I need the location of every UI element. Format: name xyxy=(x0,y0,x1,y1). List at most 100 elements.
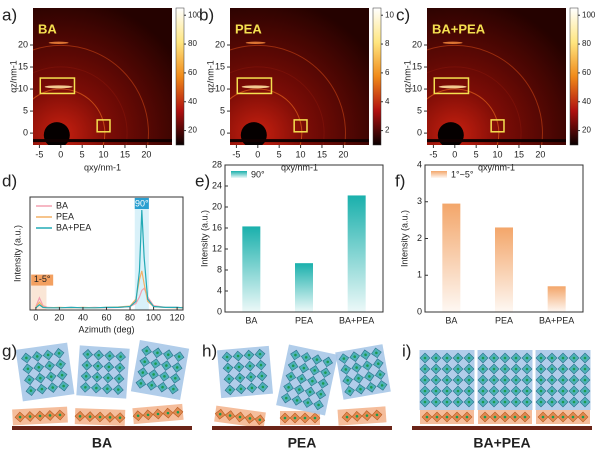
cation xyxy=(525,367,529,371)
cation xyxy=(293,416,297,420)
spacer-block xyxy=(279,411,321,425)
schematic-label: BA+PEA xyxy=(473,435,530,451)
cation xyxy=(456,400,460,404)
cation xyxy=(238,376,242,380)
cation xyxy=(59,362,62,366)
cation xyxy=(481,400,485,404)
image-title: PEA xyxy=(235,21,262,36)
cation xyxy=(583,378,587,382)
cation xyxy=(481,378,485,382)
cation xyxy=(359,387,362,391)
cation xyxy=(355,366,358,369)
cation xyxy=(49,375,53,378)
cation xyxy=(60,373,64,377)
y-tick-label: 0 xyxy=(417,127,422,137)
cation xyxy=(561,378,565,382)
x-tick-label: 0 xyxy=(452,149,457,159)
cation xyxy=(166,353,170,357)
cation xyxy=(227,377,231,381)
cation xyxy=(95,386,98,390)
cation xyxy=(313,369,316,372)
cation xyxy=(467,367,471,371)
cation xyxy=(434,356,438,360)
cation xyxy=(145,349,148,353)
cation xyxy=(513,415,517,419)
colorbar-tick-label: 6 xyxy=(385,68,390,77)
roi-box xyxy=(236,77,273,95)
x-axis-label: qxy/nm-1 xyxy=(84,162,121,172)
octahedral-block xyxy=(276,344,338,416)
panel-label: g) xyxy=(2,341,17,360)
cation xyxy=(583,389,587,393)
x-tick-label: PEA xyxy=(495,315,513,325)
cation xyxy=(550,356,554,360)
cation xyxy=(258,352,262,356)
cation xyxy=(18,415,22,419)
legend-swatch xyxy=(431,171,447,178)
cation xyxy=(166,411,170,415)
ring xyxy=(230,88,303,145)
x-tick-label: 5 xyxy=(474,149,479,159)
glow-3 xyxy=(31,279,47,310)
substrate xyxy=(12,426,192,430)
frame xyxy=(29,196,184,311)
block xyxy=(130,340,190,400)
cation xyxy=(303,416,307,420)
cation xyxy=(313,416,317,420)
image-title: BA+PEA xyxy=(432,21,486,36)
cation xyxy=(550,367,554,371)
panel-label: h) xyxy=(202,341,217,360)
y-axis-label: Intensity (a.u.) xyxy=(199,210,209,267)
cation xyxy=(368,375,371,378)
x-tick-label: 15 xyxy=(317,149,327,159)
cation xyxy=(583,367,587,371)
cation xyxy=(456,367,460,371)
cation xyxy=(152,373,155,376)
cation xyxy=(561,400,565,404)
y-tick-label: 20 xyxy=(412,39,422,49)
spot xyxy=(438,85,467,89)
cation xyxy=(344,368,348,371)
cation xyxy=(38,414,42,418)
y-tick-label: 2 xyxy=(417,233,422,243)
colorbar-tick-label: 10 xyxy=(385,10,394,19)
spacer-block xyxy=(214,405,266,429)
cation xyxy=(239,387,243,391)
cation xyxy=(561,367,565,371)
cation xyxy=(317,403,320,407)
cation xyxy=(300,377,303,381)
line xyxy=(35,270,184,309)
x-tick-label: 0 xyxy=(58,149,63,159)
cation xyxy=(108,416,112,419)
cation xyxy=(298,388,301,391)
x-tick-label: -5 xyxy=(232,149,240,159)
annotation-box xyxy=(31,274,54,286)
cation xyxy=(434,367,438,371)
cation xyxy=(345,415,349,419)
cation xyxy=(308,390,312,394)
x-tick-label: 10 xyxy=(99,149,109,159)
cation xyxy=(294,353,297,357)
cation xyxy=(48,364,51,368)
y-tick-label: 0 xyxy=(220,127,225,137)
spot xyxy=(245,41,266,45)
cation xyxy=(106,376,110,380)
cation xyxy=(571,415,575,419)
y-tick-label: 4 xyxy=(217,285,222,295)
y-tick-label: 15 xyxy=(215,61,225,71)
cation xyxy=(503,356,507,360)
x-axis-label: qxy/nm-1 xyxy=(281,162,318,172)
colorbar-tick-label: 40 xyxy=(582,97,591,106)
beam-stop xyxy=(43,122,70,145)
ring xyxy=(230,66,325,145)
cation xyxy=(291,364,295,368)
cation xyxy=(176,410,180,414)
cation xyxy=(481,389,485,393)
x-tick-label: 80 xyxy=(125,312,135,322)
spot xyxy=(241,85,270,89)
cation xyxy=(483,415,487,419)
spacer-block xyxy=(337,406,387,426)
cation xyxy=(173,376,177,380)
cation xyxy=(355,415,359,418)
